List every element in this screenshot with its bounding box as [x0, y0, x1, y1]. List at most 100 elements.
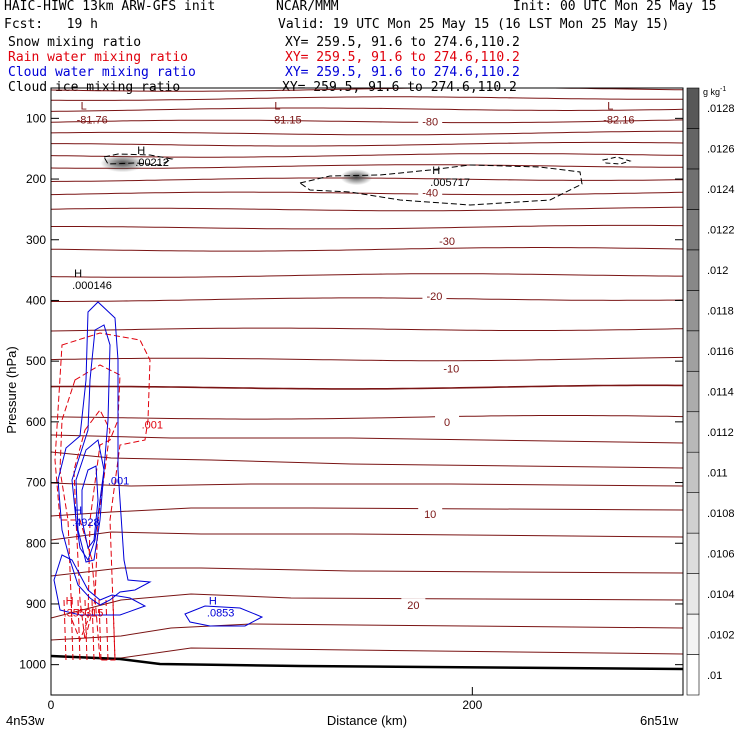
y-axis-label: Pressure (hPa) [4, 346, 19, 433]
y-tick-label: 900 [26, 597, 46, 611]
init-time: Init: 00 UTC Mon 25 May 15 [513, 0, 717, 14]
colorbar-swatch [686, 613, 700, 655]
colorbar-label: .012 [707, 265, 728, 277]
isotherm-line [51, 567, 683, 577]
isotherm-label-bg [418, 185, 443, 199]
snow-contour [601, 156, 632, 165]
max-value: .4928 [72, 517, 100, 529]
rain-contour [63, 599, 67, 661]
max-value: .355315 [64, 607, 104, 619]
x-start-location: 4n53w [6, 713, 45, 728]
model-title: HAIC-HIWC 13km ARW-GFS init [4, 0, 216, 14]
y-tick-label: 500 [26, 354, 46, 368]
isotherm-line [51, 415, 683, 420]
isotherm-label-bg [422, 289, 447, 303]
x-tick-label: 200 [462, 698, 482, 712]
max-value: .001 [142, 420, 163, 432]
max-value: .005717 [430, 177, 470, 189]
rain-contour [54, 332, 151, 661]
max-value: .001 [108, 476, 129, 488]
colorbar-label: .0122 [707, 225, 735, 237]
rain-contour [77, 599, 81, 661]
field-xy-snow: XY= 259.5, 91.6 to 274.6,110.2 [285, 35, 520, 50]
colorbar-label: .0104 [707, 589, 735, 601]
org-label: NCAR/MMM [276, 0, 339, 14]
isotherm-label: -80 [422, 116, 438, 128]
colorbar-label: .0128 [707, 103, 735, 115]
colorbar-unit: g kg-1 [703, 86, 726, 97]
colorbar-swatch [686, 249, 700, 291]
colorbar-label: .011 [707, 467, 728, 479]
low-marker: L [81, 100, 87, 112]
snow-contour [298, 164, 583, 206]
high-marker: H [137, 145, 145, 157]
isotherm-label: -40 [422, 187, 438, 199]
isotherm-label-bg [435, 233, 460, 247]
colorbar-swatch [686, 168, 700, 210]
low-marker: L [274, 100, 280, 112]
field-legend-rain: Rain water mixing ratio [8, 50, 189, 65]
x-end-location: 6n51w [640, 713, 679, 728]
isotherm-label-bg [418, 507, 443, 521]
y-tick-label: 300 [26, 233, 46, 247]
isotherm-line [51, 623, 683, 641]
y-tick-label: 400 [26, 293, 46, 307]
colorbar-label: .0114 [707, 387, 734, 399]
isotherm-line [51, 164, 683, 169]
low-value: -81.15 [270, 114, 301, 126]
low-marker: L [607, 100, 613, 112]
isotherm-label: 10 [424, 509, 436, 521]
isotherm-line [51, 247, 683, 252]
isotherm-line [51, 647, 683, 659]
colorbar-label: .0126 [707, 144, 735, 156]
high-marker: H [432, 165, 440, 177]
rain-contour [98, 599, 102, 661]
y-tick-label: 1000 [19, 658, 46, 672]
valid-time: Valid: 19 UTC Mon 25 May 15 (16 LST Mon … [278, 17, 670, 32]
colorbar-label: .0118 [707, 306, 734, 318]
colorbar-label: .0106 [707, 548, 735, 560]
isotherm-line [51, 507, 683, 517]
rain-contour [91, 599, 95, 661]
colorbar-swatch [686, 532, 700, 574]
colorbar-label: .01 [707, 670, 722, 682]
x-axis-label: Distance (km) [327, 713, 407, 728]
colorbar-swatch [686, 290, 700, 332]
terrain-line [51, 654, 683, 671]
isotherm-line [51, 356, 683, 362]
y-tick-label: 800 [26, 536, 46, 550]
low-value: -81.76 [77, 114, 108, 126]
y-tick-label: 100 [26, 111, 46, 125]
isotherm-line [51, 107, 683, 112]
isotherm-line [51, 191, 683, 196]
field-xy-cloud-water: XY= 259.5, 91.6 to 274.6,110.2 [285, 65, 520, 80]
colorbar-swatch [686, 573, 700, 615]
rain-contour [59, 364, 121, 642]
snow-contour [103, 153, 174, 166]
isotherm-line [51, 384, 683, 390]
max-value: .00212 [135, 157, 169, 169]
max-value: .0853 [207, 607, 235, 619]
colorbar-swatch [686, 370, 700, 413]
colorbar-swatch [686, 87, 700, 129]
forecast-hour: Fcst: 19 h [4, 17, 98, 32]
isotherm-line [51, 451, 683, 469]
colorbar-swatch [686, 411, 700, 453]
high-marker: H [66, 595, 74, 607]
isotherm-line [51, 482, 683, 487]
max-value: .000146 [72, 280, 112, 292]
rain-contour [70, 599, 74, 661]
isotherm-line [51, 297, 683, 302]
isotherm-line [51, 327, 683, 332]
cloud-water-contour [184, 605, 264, 627]
isotherm-label-bg [418, 114, 443, 128]
cloud-water-contour [81, 465, 99, 550]
isotherm-label-bg [435, 414, 460, 428]
colorbar-swatch [686, 451, 700, 493]
colorbar-label: .0102 [707, 629, 735, 641]
colorbar-label: .0124 [707, 184, 735, 196]
colorbar-swatch [686, 128, 700, 170]
cloud-water-contour [53, 554, 147, 616]
isotherm-line [51, 96, 683, 101]
low-value: -82.16 [603, 114, 634, 126]
